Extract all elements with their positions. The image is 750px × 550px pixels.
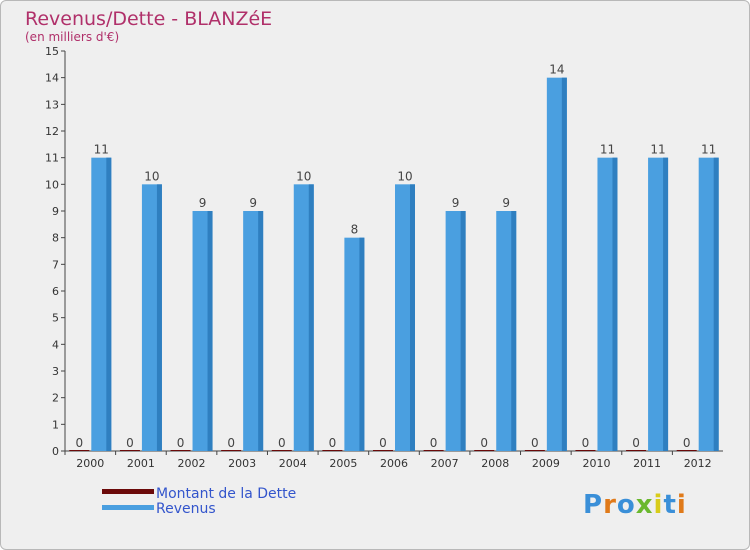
x-tick-label: 2012 <box>684 457 712 470</box>
y-tick-label: 13 <box>45 98 59 111</box>
dette-value-label: 0 <box>430 436 438 450</box>
revenus-value-label: 11 <box>600 143 615 157</box>
revenus-bar-shade <box>663 157 669 451</box>
dette-bar <box>373 450 393 451</box>
logo-letter: i <box>676 490 687 520</box>
dette-bar <box>170 450 191 451</box>
logo-letter: x <box>635 490 654 520</box>
y-tick-label: 0 <box>52 445 59 458</box>
x-tick-label: 2004 <box>279 457 307 470</box>
legend-swatch-revenus <box>102 505 154 510</box>
revenus-bar-shade <box>561 77 567 452</box>
dette-value-label: 0 <box>75 436 83 450</box>
y-tick-label: 7 <box>52 258 59 271</box>
revenus-bar-shade <box>308 184 314 452</box>
dette-bar <box>271 450 292 451</box>
revenus-value-label: 9 <box>502 196 510 210</box>
y-tick-label: 3 <box>52 365 59 378</box>
dette-value-label: 0 <box>582 436 590 450</box>
revenus-value-label: 11 <box>701 143 716 157</box>
revenus-value-label: 10 <box>397 169 412 183</box>
dette-value-label: 0 <box>177 436 185 450</box>
y-tick-label: 12 <box>45 125 59 138</box>
revenus-bar-shade <box>106 157 112 451</box>
y-tick-label: 9 <box>52 205 59 218</box>
revenus-bar-shade <box>258 211 264 451</box>
logo-letter: o <box>616 490 636 520</box>
revenus-bar-shade <box>207 211 213 451</box>
dette-bar <box>119 450 140 451</box>
dette-bar <box>524 450 545 451</box>
revenus-bar-shade <box>460 211 466 451</box>
dette-value-label: 0 <box>632 436 640 450</box>
revenus-bar-shade <box>359 237 365 451</box>
dette-value-label: 0 <box>480 436 488 450</box>
x-tick-label: 2003 <box>228 457 256 470</box>
x-tick-label: 2006 <box>380 457 408 470</box>
y-tick-label: 11 <box>45 152 59 165</box>
revenus-bar-shade <box>156 184 162 452</box>
dette-bar <box>626 450 647 451</box>
revenus-bar-shade <box>713 157 719 451</box>
dette-value-label: 0 <box>126 436 134 450</box>
dette-bar <box>423 450 444 451</box>
revenus-bar-shade <box>511 211 517 451</box>
dette-value-label: 0 <box>531 436 539 450</box>
legend-label-dette: Montant de la Dette <box>156 486 297 502</box>
revenus-value-label: 9 <box>249 196 257 210</box>
revenus-value-label: 9 <box>199 196 207 210</box>
revenus-value-label: 11 <box>650 143 665 157</box>
y-tick-label: 10 <box>45 178 59 191</box>
legend-swatch-dette <box>102 489 154 494</box>
revenus-value-label: 14 <box>549 63 564 77</box>
x-tick-label: 2001 <box>127 457 155 470</box>
x-tick-label: 2007 <box>431 457 459 470</box>
x-tick-label: 2008 <box>481 457 509 470</box>
revenus-bar-shade <box>410 184 415 452</box>
y-tick-label: 6 <box>52 285 59 298</box>
revenus-value-label: 10 <box>144 169 159 183</box>
y-tick-label: 15 <box>45 45 59 58</box>
x-tick-label: 2010 <box>582 457 610 470</box>
y-tick-label: 5 <box>52 312 59 325</box>
y-tick-label: 8 <box>52 232 59 245</box>
dette-bar <box>575 450 596 451</box>
bars-group: 0 11 0 10 0 9 0 9 0 10 0 8 0 10 0 9 0 9 0 14 0 11 0 11 0 11 <box>69 63 719 452</box>
legend-label-revenus: Revenus <box>156 501 216 517</box>
y-tick-label: 14 <box>45 72 59 85</box>
y-tick-label: 2 <box>52 392 59 405</box>
x-tick-label: 2005 <box>329 457 357 470</box>
dette-value-label: 0 <box>379 436 387 450</box>
dette-bar <box>474 450 495 451</box>
y-tick-label: 4 <box>52 338 59 351</box>
dette-bar <box>221 450 242 451</box>
x-tick-label: 2011 <box>633 457 661 470</box>
proxiti-logo: Proxiti <box>583 490 687 520</box>
revenus-value-label: 9 <box>452 196 460 210</box>
x-tick-label: 2000 <box>76 457 104 470</box>
x-tick-label: 2009 <box>532 457 560 470</box>
logo-letter: P <box>583 490 604 520</box>
dette-bar <box>322 450 343 451</box>
dette-bar <box>69 450 90 451</box>
y-tick-label: 1 <box>52 418 59 431</box>
revenus-bar-shade <box>612 157 618 451</box>
revenus-value-label: 8 <box>351 223 359 237</box>
x-tick-label: 2002 <box>178 457 206 470</box>
dette-value-label: 0 <box>683 436 691 450</box>
dette-value-label: 0 <box>278 436 286 450</box>
chart-subtitle: (en milliers d'€) <box>25 30 119 44</box>
logo-letter: t <box>663 490 677 520</box>
logo-letter: r <box>603 490 617 520</box>
dette-value-label: 0 <box>227 436 235 450</box>
dette-value-label: 0 <box>329 436 337 450</box>
revenus-value-label: 11 <box>94 143 109 157</box>
chart-title: Revenus/Dette - BLANZéE <box>25 8 272 30</box>
revenus-value-label: 10 <box>296 169 311 183</box>
dette-bar <box>676 450 697 451</box>
logo-letter: i <box>653 490 664 520</box>
